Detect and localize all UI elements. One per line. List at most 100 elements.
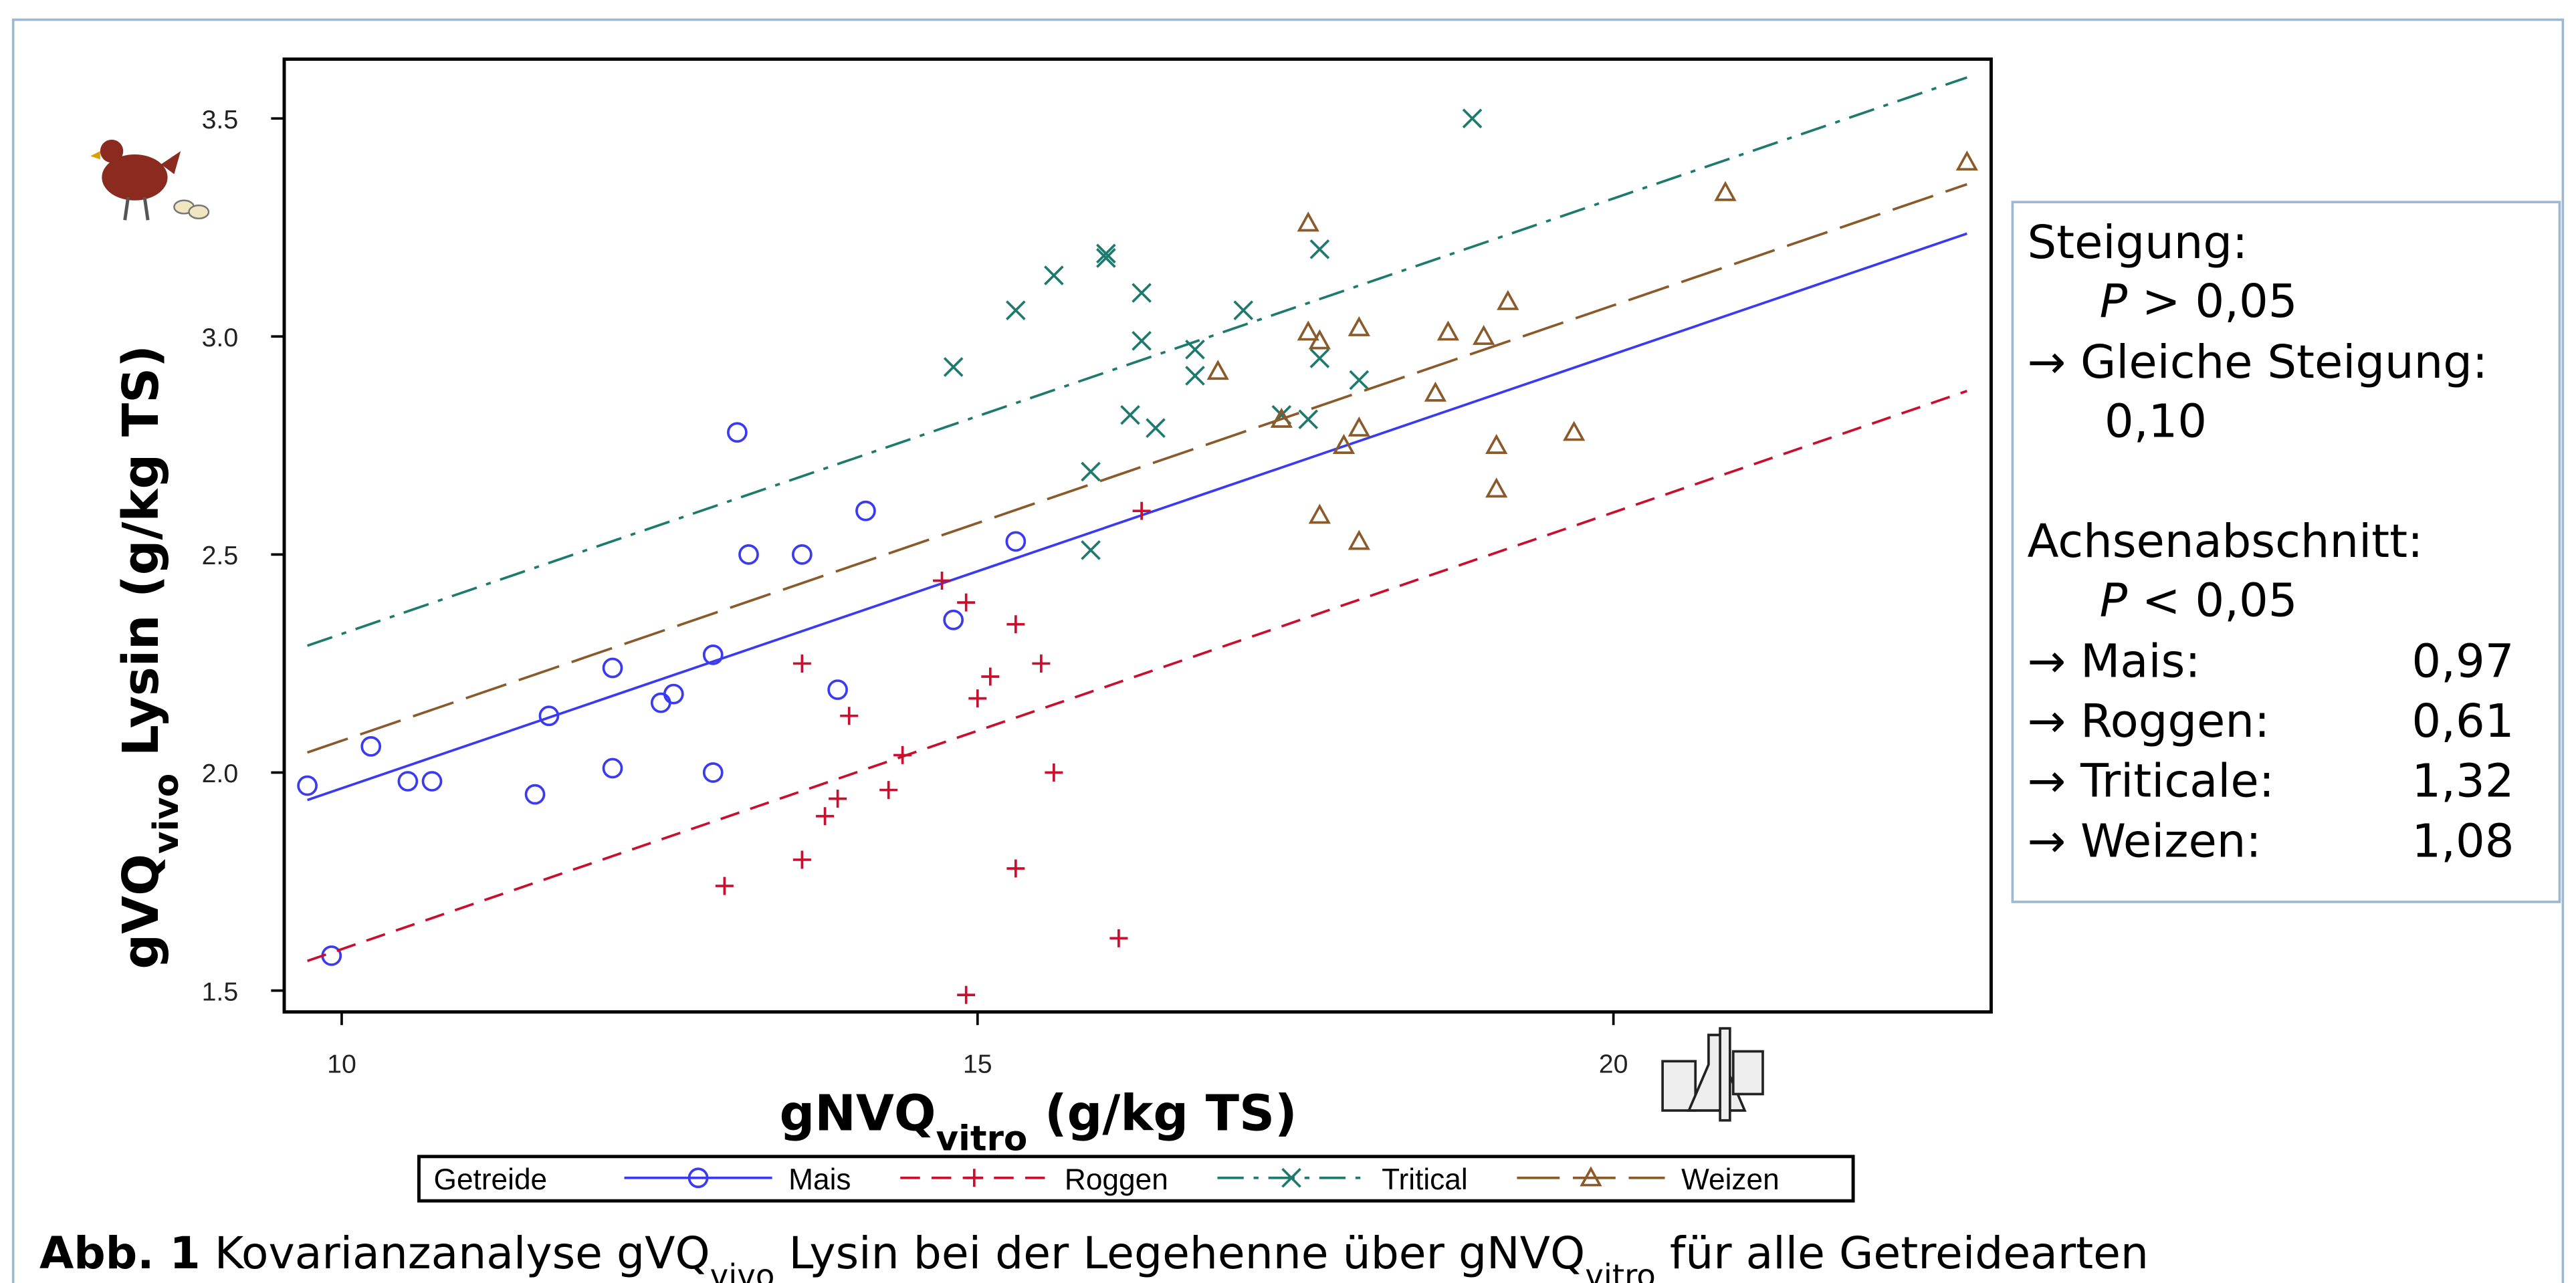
point [1132, 330, 1152, 351]
legend-label: Mais [788, 1163, 851, 1196]
point [1349, 370, 1370, 390]
y-axis-label: gVQvivo Lysin (g/kg TS) [113, 345, 187, 969]
plot-frame [282, 57, 1993, 1014]
y-tick-label: 2.5 [202, 541, 239, 570]
point [538, 705, 560, 727]
point [360, 736, 382, 757]
point [1714, 181, 1737, 201]
point [1424, 381, 1447, 402]
point [1233, 300, 1254, 320]
point [1032, 654, 1051, 673]
point [1348, 316, 1370, 336]
point [879, 781, 898, 800]
y-axis-label-part: vivo [146, 774, 187, 854]
point [702, 762, 724, 783]
p-symbol: P [2100, 574, 2128, 627]
stats-label: → Roggen: [2027, 695, 2270, 748]
stats-value: 0,10 [2105, 395, 2207, 449]
y-axis-label-part: Lysin (g/kg TS) [113, 345, 170, 774]
stats-value: 1,32 [2411, 755, 2514, 808]
point [1473, 324, 1495, 345]
stats-result: → Gleiche Steigung: [2027, 336, 2488, 389]
stats-label: → Triticale: [2027, 755, 2274, 808]
point [943, 609, 964, 630]
point [297, 775, 318, 796]
stats-value: 1,08 [2411, 814, 2514, 868]
fit-line [307, 232, 1967, 802]
point [1081, 540, 1101, 560]
y-tick-label: 3.0 [202, 323, 239, 352]
x-axis-label: gNVQvitro (g/kg TS) [779, 1085, 1297, 1159]
point [663, 683, 684, 705]
caption-part: vivo [710, 1258, 775, 1283]
point [1955, 150, 1978, 171]
point [1006, 300, 1026, 320]
point [1309, 239, 1330, 259]
point [1132, 501, 1151, 520]
point [1332, 434, 1356, 454]
fit-line [307, 76, 1967, 647]
legend-label: Roggen [1065, 1163, 1168, 1196]
x-axis-label-part: gNVQ [779, 1085, 936, 1142]
point [855, 500, 876, 521]
point [968, 689, 987, 708]
caption: Abb. 1 Kovarianzanalyse gVQvivo Lysin be… [39, 1227, 2149, 1283]
point [1081, 461, 1101, 482]
point [1109, 929, 1128, 947]
point [524, 784, 546, 805]
point [738, 544, 759, 565]
legend-marker [1281, 1167, 1301, 1188]
legend-marker [687, 1167, 709, 1189]
point [957, 593, 976, 612]
point [1120, 404, 1140, 425]
fit-line [307, 390, 1967, 963]
beaker-icon [1661, 1027, 1764, 1122]
x-tick-label: 15 [963, 1049, 992, 1078]
point [1436, 320, 1460, 341]
point [829, 790, 847, 808]
stats-title: Steigung: [2027, 216, 2248, 269]
stats-value: 0,61 [2411, 695, 2514, 748]
point [1485, 477, 1508, 498]
point [1206, 360, 1229, 380]
caption-part: vitro [1585, 1258, 1656, 1283]
point [792, 654, 811, 673]
point [1297, 211, 1319, 232]
point [1348, 530, 1370, 550]
point [943, 357, 964, 377]
point [602, 657, 623, 679]
point [702, 645, 724, 665]
hen-icon [90, 139, 210, 221]
x-axis-label-part: vitro [936, 1119, 1028, 1159]
fit-line [307, 183, 1967, 754]
point [1096, 243, 1116, 264]
y-tick-label: 3.5 [202, 105, 239, 134]
point [1270, 407, 1293, 428]
stats-box [2011, 201, 2561, 903]
p-text: > 0,05 [2127, 275, 2297, 328]
figure-border [11, 18, 2565, 1283]
point [1185, 340, 1205, 360]
point [1006, 859, 1025, 878]
point [1298, 409, 1319, 430]
point [1045, 763, 1063, 782]
caption-part: Kovarianzanalyse gVQ [201, 1227, 710, 1279]
point [1006, 615, 1025, 634]
point [1309, 348, 1330, 368]
caption-part: Lysin bei der Legehenne über gNVQ [774, 1227, 1585, 1279]
caption-part: Abb. 1 [39, 1227, 201, 1279]
legend-label: Tritical [1382, 1163, 1468, 1196]
stats-label: → Weizen: [2027, 814, 2261, 868]
point [981, 667, 1000, 686]
p-value: P > 0,05 [2100, 275, 2298, 328]
x-tick-label: 20 [1599, 1049, 1628, 1078]
stats-title: Achsenabschnitt: [2027, 515, 2423, 568]
point [421, 771, 443, 792]
p-symbol: P [2100, 275, 2128, 328]
point [727, 422, 748, 443]
point [933, 572, 952, 590]
x-axis-label-part: (g/kg TS) [1027, 1085, 1297, 1142]
y-tick-label: 1.5 [202, 977, 239, 1006]
y-axis-label-part: gVQ [113, 854, 170, 969]
point [816, 807, 835, 826]
